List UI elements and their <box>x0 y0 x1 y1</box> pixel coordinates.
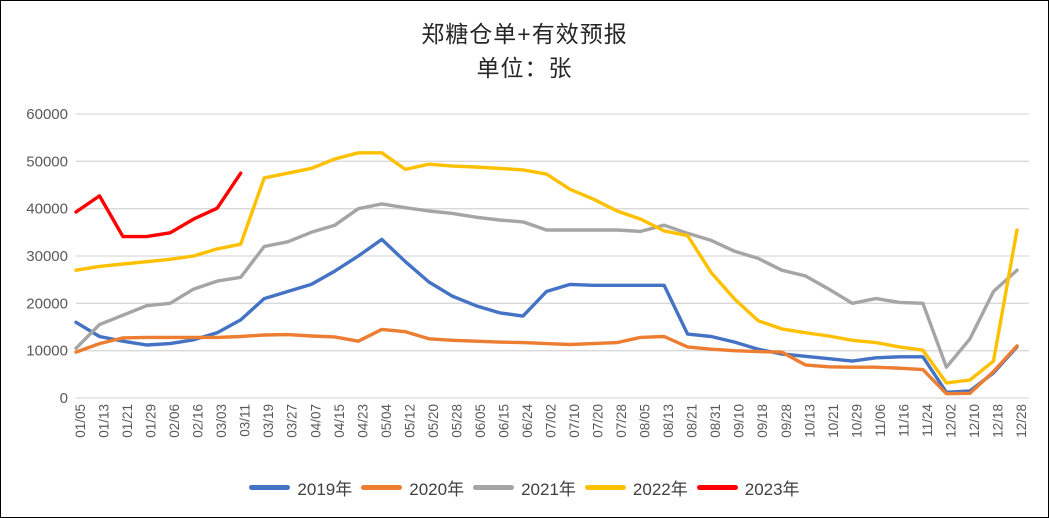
x-axis-label: 08/13 <box>661 404 676 438</box>
x-axis-label: 11/06 <box>873 404 888 437</box>
x-axis-label: 11/24 <box>920 404 935 437</box>
legend-swatch <box>249 485 291 490</box>
x-axis-label: 12/02 <box>943 404 958 438</box>
x-axis-label: 08/31 <box>708 404 723 438</box>
x-axis-label: 07/28 <box>614 404 629 438</box>
x-axis-label: 10/21 <box>826 404 841 438</box>
x-axis-label: 02/16 <box>191 404 206 438</box>
x-axis-label: 09/18 <box>755 404 770 438</box>
x-axis-label: 07/20 <box>591 404 606 438</box>
legend-swatch <box>361 485 403 490</box>
y-axis-label: 30000 <box>26 248 68 265</box>
x-axis-label: 03/11 <box>238 404 253 437</box>
x-axis-label: 07/10 <box>567 404 582 438</box>
x-axis-label: 08/05 <box>638 404 653 438</box>
x-axis-label: 06/24 <box>520 404 535 438</box>
legend-swatch <box>584 485 626 490</box>
x-axis-label: 06/15 <box>496 404 511 438</box>
legend-item-2019年: 2019年 <box>249 475 352 500</box>
legend-swatch <box>473 485 515 490</box>
x-axis-label: 05/04 <box>379 404 394 438</box>
series-line-2020年 <box>74 327 1019 396</box>
y-axis-label: 60000 <box>26 106 68 123</box>
x-axis-label: 06/05 <box>473 404 488 438</box>
x-axis-label: 05/12 <box>402 404 417 438</box>
series-line-2023年 <box>74 171 243 239</box>
legend-label: 2022年 <box>632 480 688 499</box>
x-axis-label: 01/05 <box>73 404 88 438</box>
legend-label: 2023年 <box>744 480 800 499</box>
y-axis-label: 10000 <box>26 343 68 360</box>
x-axis-label: 01/13 <box>97 404 112 438</box>
y-axis-label: 40000 <box>26 201 68 218</box>
x-axis-label: 05/28 <box>449 404 464 438</box>
x-axis-label: 09/10 <box>732 404 747 438</box>
x-axis-label: 03/19 <box>261 404 276 438</box>
x-axis-label: 11/16 <box>896 404 911 437</box>
legend-label: 2020年 <box>409 480 465 499</box>
legend-label: 2021年 <box>521 480 576 499</box>
series-line-2022年 <box>74 151 1019 385</box>
legend-item-2022年: 2022年 <box>584 475 688 500</box>
x-axis-label: 05/20 <box>426 404 441 438</box>
y-axis-label: 50000 <box>26 153 68 170</box>
x-axis-label: 04/07 <box>308 404 323 438</box>
series-line-2021年 <box>74 202 1019 369</box>
series-line-2019年 <box>74 237 1019 394</box>
x-axis-label: 12/18 <box>990 404 1005 438</box>
x-axis-label: 02/06 <box>167 404 182 438</box>
legend-label: 2019年 <box>297 480 353 499</box>
x-axis-label: 09/28 <box>779 404 794 438</box>
x-axis-label: 08/21 <box>685 404 700 438</box>
x-axis-label: 10/13 <box>802 404 817 438</box>
legend-item-2021年: 2021年 <box>473 475 576 500</box>
x-axis-label: 12/28 <box>1014 404 1029 438</box>
x-axis-label: 07/02 <box>544 404 559 438</box>
x-axis-label: 01/29 <box>144 404 159 438</box>
chart-title: 郑糖仓单+有效预报 <box>421 21 628 47</box>
chart-subtitle: 单位：张 <box>476 55 573 81</box>
legend-swatch <box>696 485 738 490</box>
x-axis-label: 03/27 <box>285 404 300 438</box>
x-axis-label: 03/03 <box>214 404 229 438</box>
line-chart-plot: 0 10000 20000 30000 40000 50000 60000 01/05 01/1… <box>26 106 1029 438</box>
legend-item-2020年: 2020年 <box>361 475 464 500</box>
y-axis-label: 20000 <box>26 295 68 312</box>
x-axis-label: 04/15 <box>332 404 347 438</box>
x-axis-label: 12/10 <box>967 404 982 438</box>
y-axis-label: 0 <box>60 390 68 407</box>
x-axis-label: 01/21 <box>120 404 135 438</box>
x-axis-label: 04/23 <box>355 404 370 438</box>
x-axis-label: 10/29 <box>849 404 864 438</box>
legend-item-2023年: 2023年 <box>696 475 800 500</box>
chart-legend: 2019年 2020年 2021年 2022年 2023年 <box>1 475 1048 500</box>
